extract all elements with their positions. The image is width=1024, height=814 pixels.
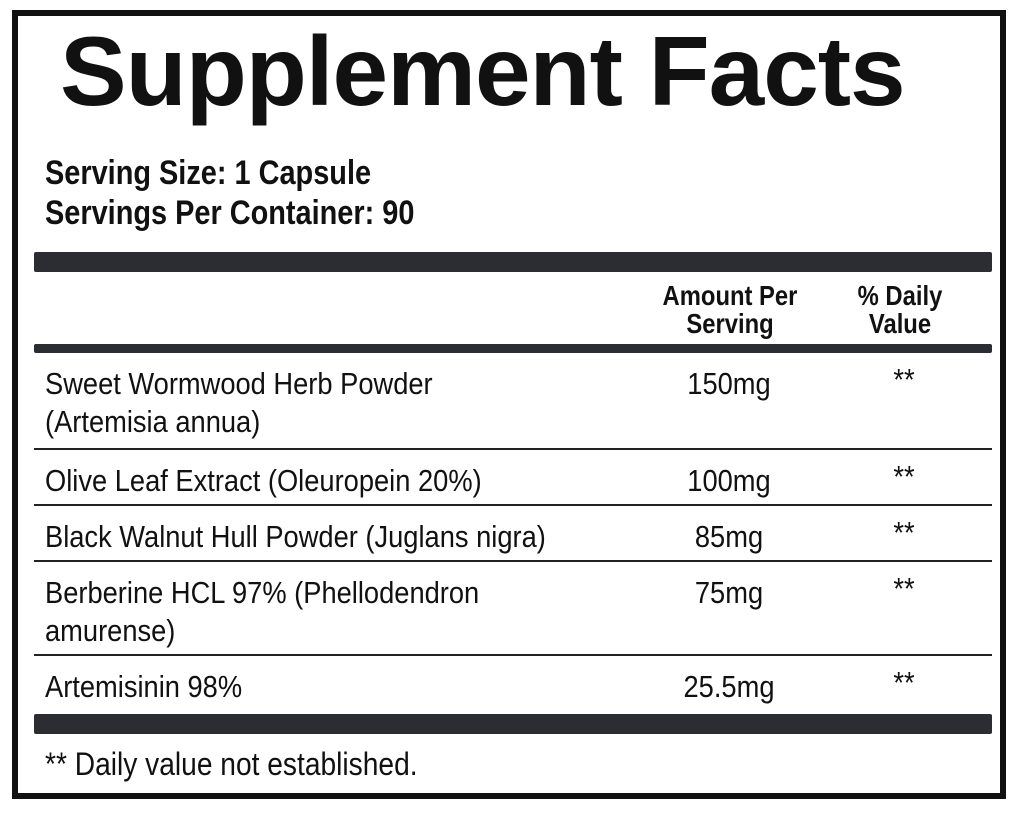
ingredient-name-line2: (Artemisia annua) (45, 404, 261, 439)
ingredient-daily-value: ** (893, 571, 915, 606)
amount-header: Amount Per Serving (662, 282, 798, 338)
ingredient-name: Black Walnut Hull Powder (Juglans nigra) (45, 518, 643, 556)
ingredient-daily-value: ** (893, 459, 915, 494)
ingredient-name-line1: Sweet Wormwood Herb Powder (45, 366, 433, 401)
ingredient-name: Artemisinin 98% (45, 668, 643, 706)
amount-header-line2: Serving (686, 308, 774, 339)
ingredient-name-line1: Berberine HCL 97% (Phellodendron (45, 575, 480, 610)
ingredient-name: Sweet Wormwood Herb Powder (Artemisia ann… (45, 365, 643, 441)
ingredient-name-line1: Black Walnut Hull Powder (Juglans nigra) (45, 519, 546, 554)
footnote: ** Daily value not established. (45, 746, 418, 782)
amount-header-line1: Amount Per (662, 280, 798, 311)
servings-per-container: Servings Per Container: 90 (45, 194, 415, 232)
ingredient-row: Olive Leaf Extract (Oleuropein 20%) 100m… (34, 450, 992, 506)
ingredient-amount: 75mg (694, 575, 764, 610)
page-title: Supplement Facts (60, 16, 906, 126)
ingredient-amount: 25.5mg (683, 669, 775, 704)
dv-header-line2: Value (868, 308, 932, 339)
ingredient-row: Sweet Wormwood Herb Powder (Artemisia ann… (34, 353, 992, 450)
ingredient-name: Berberine HCL 97% (Phellodendron amurense… (45, 574, 643, 650)
thick-divider (34, 252, 992, 272)
daily-value-header: % Daily Value (841, 282, 960, 338)
ingredient-row: Berberine HCL 97% (Phellodendron amurense… (34, 562, 992, 656)
ingredient-row: Artemisinin 98% 25.5mg ** (34, 656, 992, 710)
label-frame (12, 10, 1006, 799)
ingredient-name: Olive Leaf Extract (Oleuropein 20%) (45, 462, 643, 500)
ingredient-amount: 100mg (687, 463, 771, 498)
dv-header-line1: % Daily (857, 280, 943, 311)
ingredient-name-line1: Artemisinin 98% (45, 669, 243, 704)
ingredient-daily-value: ** (893, 665, 915, 700)
ingredient-amount: 150mg (687, 366, 771, 401)
serving-size: Serving Size: 1 Capsule (45, 154, 372, 192)
header-divider (34, 344, 992, 353)
ingredient-daily-value: ** (893, 515, 915, 550)
ingredient-name-line2: amurense) (45, 613, 176, 648)
ingredient-name-line1: Olive Leaf Extract (Oleuropein 20%) (45, 463, 482, 498)
ingredient-row: Black Walnut Hull Powder (Juglans nigra)… (34, 506, 992, 562)
bottom-thick-divider (34, 714, 992, 734)
ingredient-daily-value: ** (893, 362, 915, 397)
ingredient-amount: 85mg (694, 519, 764, 554)
